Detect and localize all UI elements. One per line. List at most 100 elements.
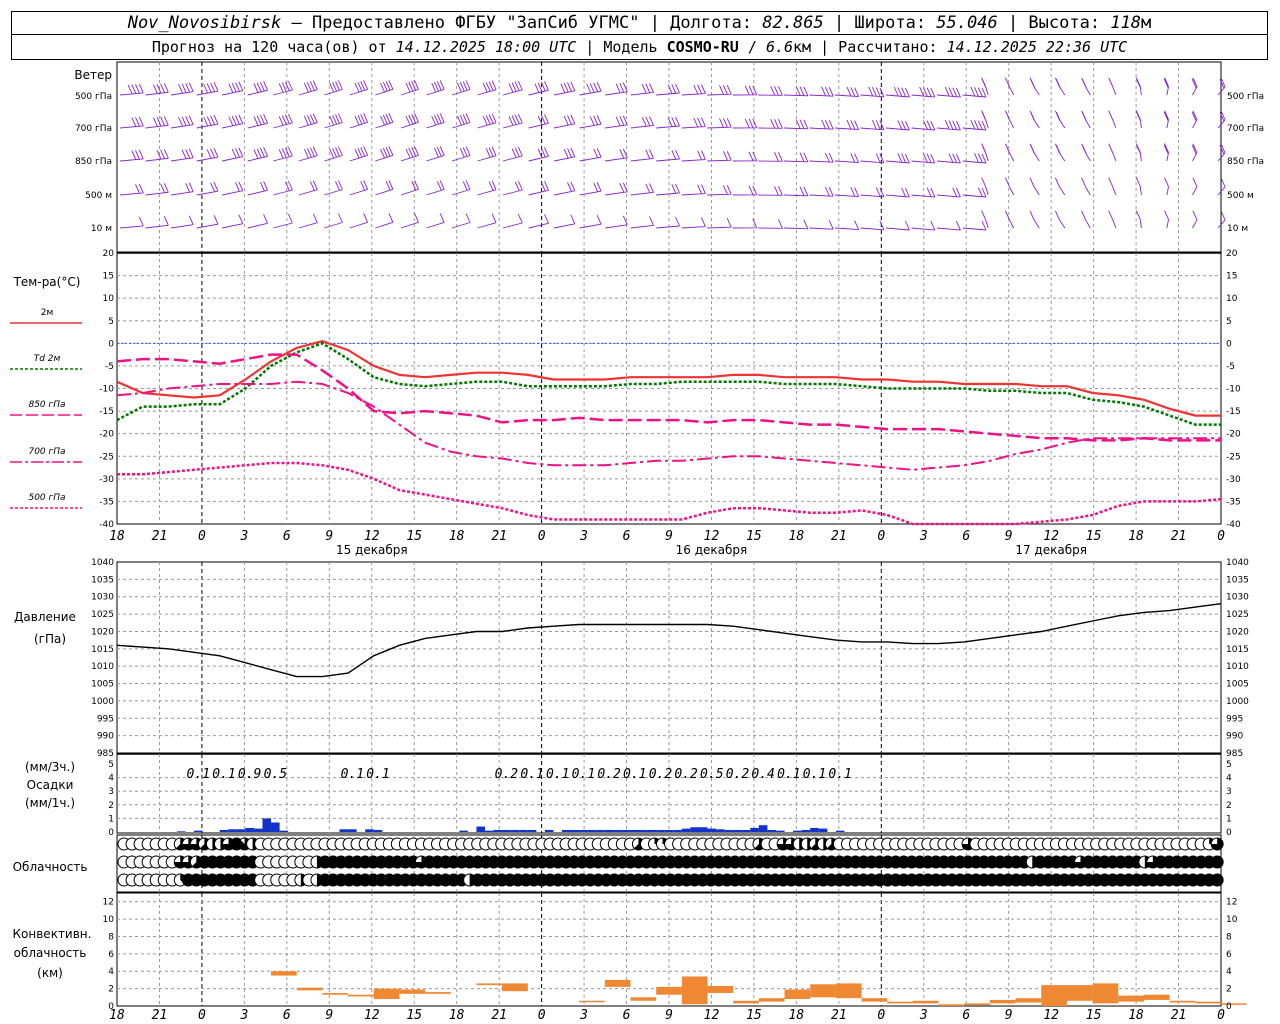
conv-title-2: облачность xyxy=(14,946,87,960)
wind-barb xyxy=(681,84,706,96)
precip-unit-3h: (мм/3ч.) xyxy=(25,760,75,774)
pressure-ytick-left: 1000 xyxy=(91,697,114,707)
wind-barb xyxy=(656,116,680,129)
conv-bar xyxy=(502,983,528,992)
precip-bar xyxy=(373,829,383,832)
precip-bar xyxy=(664,829,674,832)
wind-barb xyxy=(426,80,445,96)
wind-barb xyxy=(1217,143,1226,162)
wind-barb xyxy=(554,214,576,229)
precip-bar xyxy=(604,829,614,832)
wind-barb xyxy=(681,184,706,196)
legend-td2m-label: Td 2м xyxy=(34,354,61,364)
conv-bar xyxy=(707,986,734,993)
td2m-line xyxy=(116,341,1221,426)
precip-3h-total: 0.1 xyxy=(366,767,389,782)
t500-line xyxy=(117,461,1222,526)
wind-barb xyxy=(502,113,523,129)
model-label: | Модель xyxy=(576,38,667,56)
precip-bar xyxy=(245,827,254,832)
x-tick-label-bottom: 21 xyxy=(1171,1008,1187,1023)
precip-ytick-right: 3 xyxy=(1226,787,1232,797)
wind-barb xyxy=(1164,210,1169,229)
pressure-ytick-left: 1035 xyxy=(91,575,114,585)
wind-barb xyxy=(1163,143,1169,162)
conv-bar xyxy=(887,1001,913,1004)
wind-barb xyxy=(426,113,445,129)
wind-barb xyxy=(477,146,497,162)
resolution-value: 6.6 xyxy=(765,38,794,56)
temp-ytick-left: 0 xyxy=(108,339,114,349)
pressure-ytick-left: 1020 xyxy=(91,627,114,637)
wind-barb xyxy=(681,150,706,162)
wind-barb xyxy=(1004,110,1015,129)
x-tick-label-bottom: 9 xyxy=(1005,1008,1013,1023)
wind-barb xyxy=(937,119,961,131)
temp-ytick-right: -20 xyxy=(1226,430,1241,440)
wind-barb xyxy=(579,215,602,229)
convective-cloud-plot xyxy=(271,971,1247,1006)
precip-bar xyxy=(707,828,717,832)
wind-barb xyxy=(477,213,497,229)
wind-barb xyxy=(707,151,732,162)
wind-barb xyxy=(809,220,834,230)
wind-barb xyxy=(656,83,680,96)
precip-bar xyxy=(502,829,511,832)
date-label: 15 декабря xyxy=(336,543,408,557)
wind-barb xyxy=(1054,177,1066,196)
cloud-overcast xyxy=(1211,874,1224,886)
wind-barb xyxy=(375,180,394,196)
model-name: COSMO-RU xyxy=(666,38,739,56)
x-tick-label-bottom: 3 xyxy=(919,1008,928,1023)
pressure-title: Давление xyxy=(14,610,76,624)
wind-barb xyxy=(1081,110,1091,129)
forecast-label: Прогноз на 120 часа(ов) от xyxy=(151,38,396,56)
wind-barb xyxy=(783,86,809,97)
wind-barb xyxy=(1029,143,1040,162)
temp-ytick-left: -20 xyxy=(99,430,114,440)
conv-bar xyxy=(938,1004,965,1006)
precip-bar xyxy=(527,829,537,832)
conv-bar xyxy=(1143,994,1170,1000)
precip-3h-total: 0.2 xyxy=(495,767,519,782)
pressure-ytick-right: 995 xyxy=(1226,714,1243,724)
precip-3h-total: 0.1 xyxy=(572,767,595,782)
conv-bar xyxy=(656,986,682,995)
x-tick-label: 21 xyxy=(491,529,507,544)
conv-bar xyxy=(348,994,374,997)
precip-bar xyxy=(775,830,785,832)
wind-barb xyxy=(1054,110,1066,129)
precip-bar xyxy=(733,829,742,832)
wind-barb xyxy=(400,146,419,162)
wind-barb xyxy=(860,187,885,198)
wind-barb xyxy=(502,80,523,96)
wind-barb xyxy=(783,119,809,130)
x-tick-label-bottom: 18 xyxy=(789,1008,805,1023)
wind-barb xyxy=(630,183,654,196)
precip-3h-total: 0.1 xyxy=(803,767,826,782)
x-tick-label-bottom: 15 xyxy=(406,1008,422,1023)
x-tick-label: 18 xyxy=(1128,529,1144,544)
wind-barb xyxy=(451,146,471,162)
precip-3h-total: 0.4 xyxy=(751,767,774,782)
x-tick-label: 15 xyxy=(406,529,422,544)
temp-ytick-right: -40 xyxy=(1226,520,1241,530)
wind-barb xyxy=(937,187,961,198)
x-tick-label: 15 xyxy=(746,529,762,544)
precip-3h-total: 0.2 xyxy=(726,767,750,782)
wind-barb xyxy=(324,80,343,96)
x-tick-label-bottom: 18 xyxy=(1128,1008,1144,1023)
wind-barb xyxy=(707,118,732,129)
wind-barb xyxy=(834,187,860,198)
wind-barb xyxy=(298,180,318,196)
x-tick-label: 6 xyxy=(623,529,631,544)
wind-barb xyxy=(222,181,244,196)
wind-level-10m-right: 10 м xyxy=(1227,224,1248,234)
wind-barb xyxy=(502,213,523,229)
t2m-line xyxy=(116,339,1221,417)
wind-barb xyxy=(196,148,219,162)
precip-bar xyxy=(596,829,605,832)
pressure-ytick-left: 990 xyxy=(97,732,114,742)
legend-t2m-label: 2м xyxy=(41,308,54,318)
precip-bar xyxy=(656,829,665,832)
